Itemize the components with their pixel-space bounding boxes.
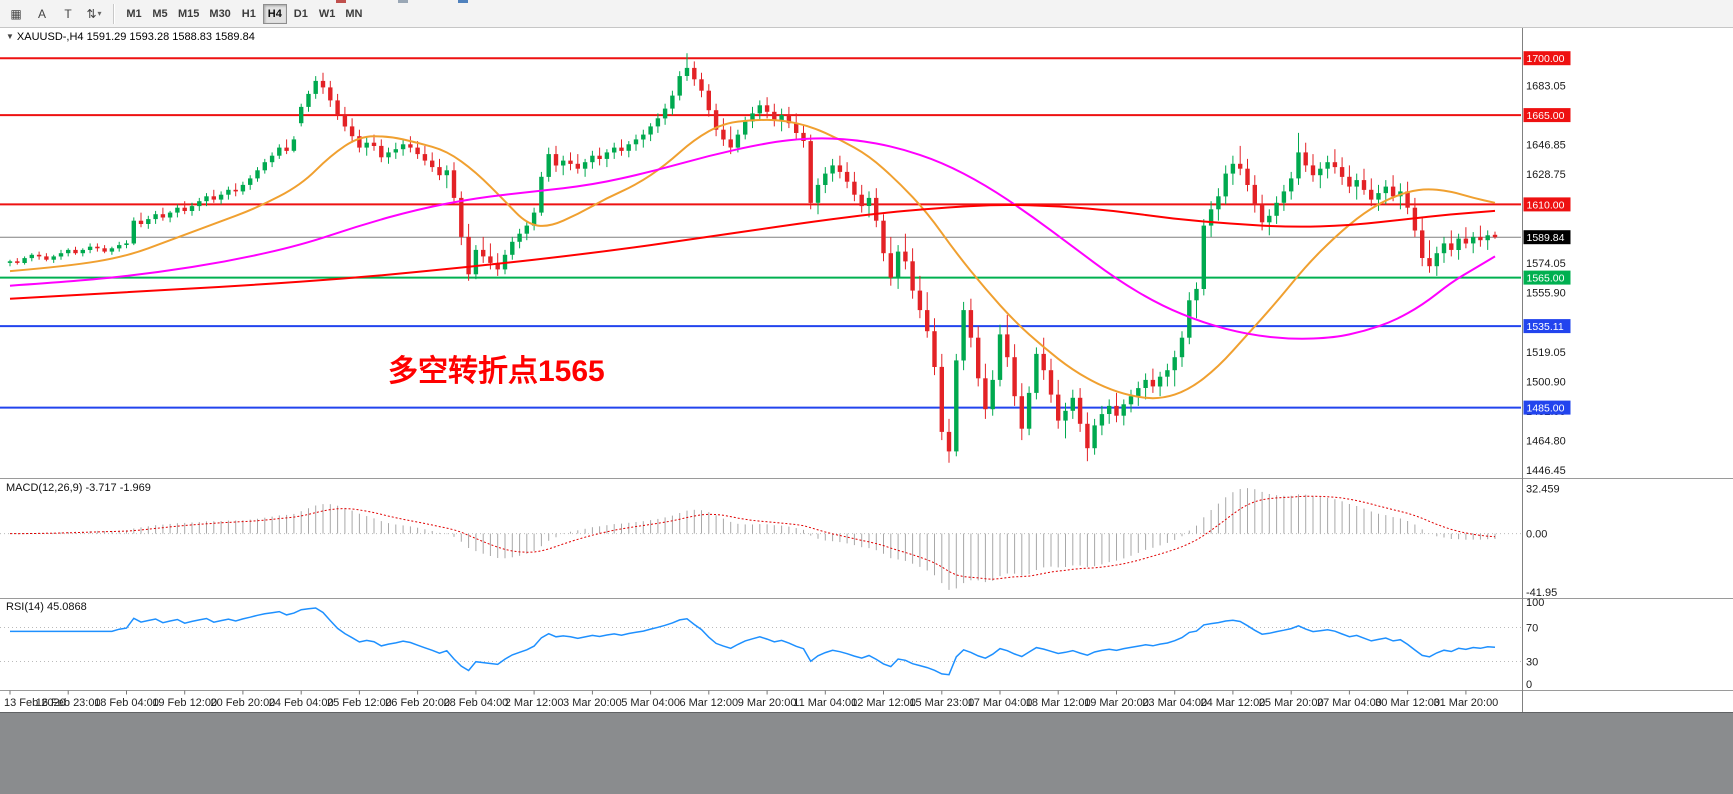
timeframe-m1[interactable]: M1	[122, 4, 146, 24]
svg-text:0.00: 0.00	[1526, 529, 1547, 541]
svg-text:30 Mar 12:00: 30 Mar 12:00	[1375, 697, 1440, 709]
price-badge	[1523, 197, 1571, 212]
svg-text:70: 70	[1526, 623, 1538, 635]
timeframe-m30[interactable]: M30	[205, 4, 234, 24]
svg-text:13 Feb 2020: 13 Feb 2020	[4, 697, 66, 709]
svg-text:23 Mar 04:00: 23 Mar 04:00	[1142, 697, 1207, 709]
svg-text:31 Mar 20:00: 31 Mar 20:00	[1433, 697, 1498, 709]
svg-text:1610.00: 1610.00	[1527, 199, 1565, 211]
svg-text:1589.84: 1589.84	[1527, 232, 1565, 244]
ma-mid-magenta	[9, 137, 1496, 340]
price-badge	[1523, 51, 1571, 66]
svg-text:19 Feb 12:00: 19 Feb 12:00	[152, 697, 217, 709]
svg-text:18 Mar 12:00: 18 Mar 12:00	[1026, 697, 1091, 709]
timeframe-d1[interactable]: D1	[289, 4, 313, 24]
chart-title: ▼ XAUUSD-,H4 1591.29 1593.28 1588.83 1589…	[6, 31, 255, 43]
timeframe-group: M1 M5 M15 M30 H1 H4 D1 W1 MN	[121, 3, 367, 24]
price-badge	[1523, 108, 1571, 123]
svg-text:1683.05: 1683.05	[1526, 81, 1566, 93]
rsi-indicator-label: RSI(14) 45.0868	[6, 601, 87, 613]
svg-text:25 Feb 12:00: 25 Feb 12:00	[327, 697, 392, 709]
svg-text:100: 100	[1526, 597, 1544, 609]
timeframe-w1[interactable]: W1	[315, 4, 340, 24]
svg-text:1665.00: 1665.00	[1527, 110, 1565, 122]
clipped-toolbar-icon	[458, 0, 468, 3]
svg-text:9 Mar 20:00: 9 Mar 20:00	[738, 697, 797, 709]
macd-histogram	[16, 488, 1496, 590]
price-axis[interactable]: 1683.05 1646.85 1628.75 1574.05 1555.90 1519.…	[1523, 51, 1571, 477]
svg-text:15 Mar 23:00: 15 Mar 23:00	[909, 697, 974, 709]
svg-text:2 Mar 12:00: 2 Mar 12:00	[505, 697, 564, 709]
price-badge	[1523, 400, 1571, 415]
indicators-tool[interactable]: ⇅ ▾	[82, 3, 106, 25]
svg-text:20 Feb 20:00: 20 Feb 20:00	[210, 697, 275, 709]
cursor-a-tool[interactable]: A	[30, 3, 54, 25]
chevron-down-icon: ▾	[97, 9, 102, 18]
svg-text:1565.00: 1565.00	[1527, 273, 1565, 285]
clipped-toolbar-icon	[398, 0, 408, 3]
window-bottom-area	[0, 712, 1733, 794]
tool-button-group: ▦ A T ⇅ ▾	[3, 3, 107, 25]
clipped-toolbar-icon	[336, 0, 346, 3]
macd-indicator-label: MACD(12,26,9) -3.717 -1.969	[6, 482, 151, 494]
svg-text:1628.75: 1628.75	[1526, 169, 1566, 181]
svg-text:1446.45: 1446.45	[1526, 465, 1566, 477]
svg-text:1535.11: 1535.11	[1527, 321, 1564, 333]
svg-text:1555.90: 1555.90	[1526, 287, 1566, 299]
chart-title-text: XAUUSD-,H4 1591.29 1593.28 1588.83 1589.…	[16, 31, 255, 43]
timeframe-h1[interactable]: H1	[237, 4, 261, 24]
svg-text:1646.85: 1646.85	[1526, 140, 1566, 152]
toolbar: ▦ A T ⇅ ▾ M1 M5 M15 M30 H1 H4 D1 W1 MN	[0, 0, 1733, 28]
svg-text:11 Mar 04:00: 11 Mar 04:00	[793, 697, 857, 709]
charts-grid-icon[interactable]: ▦	[4, 3, 28, 25]
svg-text:1574.05: 1574.05	[1526, 258, 1566, 270]
candlestick-series	[7, 53, 1498, 463]
svg-text:5 Mar 04:00: 5 Mar 04:00	[621, 697, 680, 709]
timeframe-m5[interactable]: M5	[148, 4, 172, 24]
svg-text:-41.95: -41.95	[1526, 587, 1557, 599]
price-badge	[1523, 319, 1571, 334]
ma-slow-red	[9, 203, 1496, 300]
timeframe-mn[interactable]: MN	[341, 4, 366, 24]
svg-text:17 Mar 04:00: 17 Mar 04:00	[968, 697, 1033, 709]
timeframe-h4[interactable]: H4	[262, 3, 287, 24]
svg-text:1464.80: 1464.80	[1526, 435, 1566, 447]
timeframe-m15[interactable]: M15	[174, 4, 203, 24]
svg-text:27 Mar 04:00: 27 Mar 04:00	[1317, 697, 1382, 709]
svg-text:30: 30	[1526, 657, 1538, 669]
svg-text:18 Feb 04:00: 18 Feb 04:00	[94, 697, 159, 709]
ma-fast-orange	[9, 118, 1496, 400]
svg-text:3 Mar 20:00: 3 Mar 20:00	[563, 697, 622, 709]
toolbar-separator	[113, 3, 115, 24]
svg-text:1485.00: 1485.00	[1527, 403, 1565, 415]
price-badge	[1523, 270, 1571, 285]
svg-text:6 Mar 12:00: 6 Mar 12:00	[679, 697, 738, 709]
text-tool[interactable]: T	[56, 3, 80, 25]
svg-text:0: 0	[1526, 679, 1532, 691]
svg-text:28 Feb 04:00: 28 Feb 04:00	[443, 697, 508, 709]
svg-text:12 Mar 12:00: 12 Mar 12:00	[851, 697, 916, 709]
collapse-icon[interactable]: ▼	[6, 32, 14, 41]
svg-text:26 Feb 20:00: 26 Feb 20:00	[385, 697, 450, 709]
svg-text:32.459: 32.459	[1526, 483, 1560, 495]
svg-text:1700.00: 1700.00	[1527, 53, 1565, 65]
price-badge	[1523, 230, 1571, 245]
chart-text-annotation[interactable]: 多空转折点1565	[388, 355, 605, 388]
rsi-line	[10, 607, 1496, 676]
svg-text:25 Mar 20:00: 25 Mar 20:00	[1259, 697, 1324, 709]
svg-text:24 Feb 04:00: 24 Feb 04:00	[269, 697, 334, 709]
svg-text:16 Feb 23:00: 16 Feb 23:00	[36, 697, 101, 709]
svg-text:24 Mar 12:00: 24 Mar 12:00	[1200, 697, 1265, 709]
svg-text:19 Mar 20:00: 19 Mar 20:00	[1084, 697, 1149, 709]
svg-text:1519.05: 1519.05	[1526, 347, 1566, 359]
macd-signal-line	[9, 495, 1496, 580]
svg-text:1500.90: 1500.90	[1526, 377, 1566, 389]
